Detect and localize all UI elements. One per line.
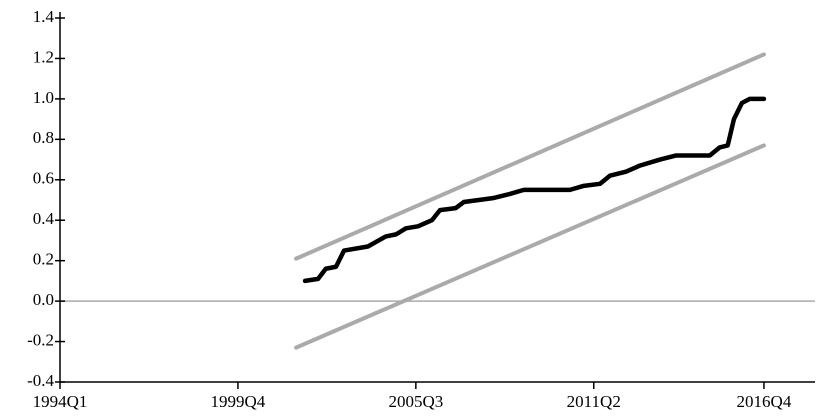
y-tick-label: 1.2: [33, 47, 54, 66]
series-line: [294, 52, 766, 261]
y-tick-label: 0.0: [33, 290, 54, 309]
y-tick-label: 0.4: [33, 209, 55, 228]
y-tick-label: -0.4: [27, 371, 54, 390]
x-tick-label: 2016Q4: [737, 392, 792, 411]
x-tick-label: 2005Q3: [388, 392, 443, 411]
x-tick-label: 1994Q1: [33, 392, 88, 411]
y-tick-label: -0.2: [27, 330, 54, 349]
y-tick-label: 0.6: [33, 169, 54, 188]
series-line: [294, 143, 766, 350]
x-tick-label: 1999Q4: [211, 392, 266, 411]
y-tick-label: 0.2: [33, 250, 54, 269]
series-line: [302, 96, 767, 284]
x-tick-label: 2011Q2: [567, 392, 621, 411]
y-tick-label: 1.0: [33, 88, 54, 107]
y-tick-label: 1.4: [33, 7, 55, 26]
y-tick-label: 0.8: [33, 128, 54, 147]
